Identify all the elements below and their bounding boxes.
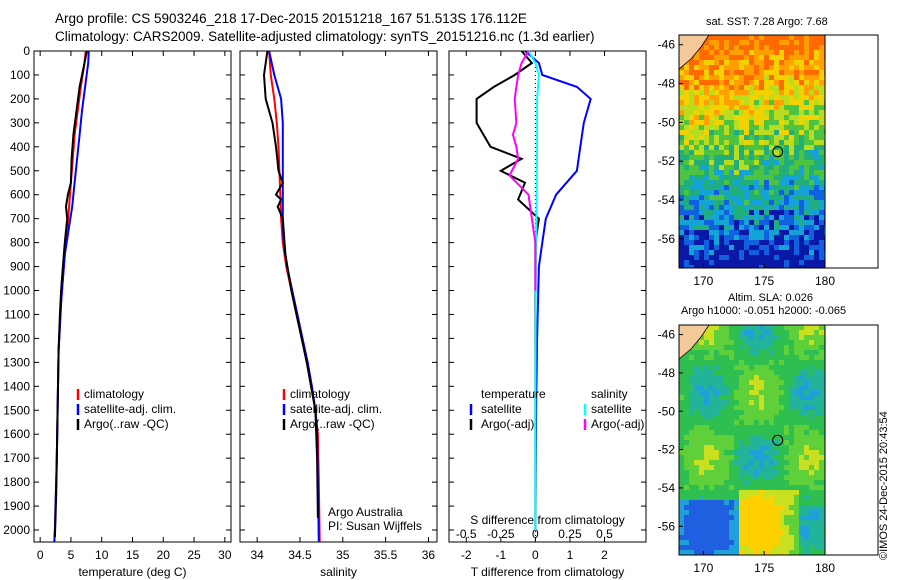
sla-lat-tick-label: -50 bbox=[658, 404, 676, 418]
diff-legend-label: Argo(-adj) bbox=[591, 417, 644, 431]
diff-legend-group-title: temperature bbox=[481, 387, 546, 401]
diff-xtick-label: 1 bbox=[567, 548, 574, 562]
temp-legend-label: satellite-adj. clim. bbox=[84, 402, 176, 416]
sal-xtick-label: 34.5 bbox=[288, 548, 312, 562]
diff-s-tick-label: -0.5 bbox=[456, 527, 477, 541]
sla-map-title: Altim. SLA: 0.026 bbox=[728, 292, 813, 304]
depth-tick-label: 1500 bbox=[3, 403, 30, 417]
sst-map-title: sat. SST: 7.28 Argo: 7.68 bbox=[706, 16, 828, 28]
diff-legend-group-title: salinity bbox=[591, 387, 628, 401]
temp-xtick-label: 30 bbox=[218, 548, 232, 562]
diff-s-tick-label: 0 bbox=[532, 527, 539, 541]
sla-map-frame bbox=[678, 324, 879, 556]
sla-map-subtitle: Argo h1000: -0.051 h2000: -0.065 bbox=[681, 305, 847, 317]
sst-lon-tick-label: 180 bbox=[815, 274, 835, 288]
depth-tick-label: 600 bbox=[10, 188, 30, 202]
sst-lat-tick-label: -48 bbox=[658, 77, 676, 91]
sla-lat-tick-label: -54 bbox=[658, 481, 676, 495]
diff-legend-label: satellite bbox=[481, 402, 522, 416]
depth-tick-label: 0 bbox=[23, 44, 30, 58]
sla-lon-tick-label: 180 bbox=[815, 561, 835, 575]
diff-s-tick-label: 0.5 bbox=[596, 527, 613, 541]
diff-s-tick-label: 0.25 bbox=[558, 527, 582, 541]
temp-plot-frame bbox=[33, 50, 232, 543]
sla-lat-tick-label: -46 bbox=[658, 328, 676, 342]
diff-xtick-label: -2 bbox=[461, 548, 472, 562]
sal-plot-frame bbox=[239, 50, 438, 543]
plot-title-line2: Climatology: CARS2009. Satellite-adjuste… bbox=[55, 29, 595, 44]
sla-lon-tick-label: 170 bbox=[693, 561, 713, 575]
sal-xtick-label: 36 bbox=[422, 548, 436, 562]
depth-tick-label: 200 bbox=[10, 92, 30, 106]
sal-xlabel: salinity bbox=[320, 565, 357, 579]
sst-argo-position-marker bbox=[772, 146, 784, 158]
depth-tick-label: 1700 bbox=[3, 451, 30, 465]
sst-lat-tick-label: -54 bbox=[658, 193, 676, 207]
sla-argo-position-marker bbox=[772, 434, 784, 446]
sla-lat-tick-label: -56 bbox=[658, 519, 676, 533]
diff-xtick-label: 0 bbox=[532, 548, 539, 562]
depth-tick-label: 300 bbox=[10, 116, 30, 130]
temp-legend-label: climatology bbox=[84, 387, 144, 401]
plot-title-line1: Argo profile: CS 5903246_218 17-Dec-2015… bbox=[55, 11, 527, 26]
diff-series-3-line bbox=[508, 50, 537, 291]
sal-xtick-label: 35 bbox=[336, 548, 350, 562]
temp-xtick-label: 15 bbox=[126, 548, 140, 562]
diff-xlabel: T difference from climatology bbox=[471, 565, 625, 579]
depth-tick-label: 1200 bbox=[3, 331, 30, 345]
diff-xtick-label: -1 bbox=[496, 548, 507, 562]
depth-tick-label: 2000 bbox=[3, 523, 30, 537]
sst-lat-tick-label: -56 bbox=[658, 232, 676, 246]
sst-lon-tick-label: 175 bbox=[754, 274, 774, 288]
depth-tick-label: 400 bbox=[10, 140, 30, 154]
diff-legend-label: satellite bbox=[591, 402, 632, 416]
sal-xtick-label: 34 bbox=[250, 548, 264, 562]
depth-tick-label: 1400 bbox=[3, 379, 30, 393]
diff-series-0-line bbox=[524, 50, 592, 531]
sal-legend-label: Argo(..raw -QC) bbox=[290, 417, 375, 431]
temp-xtick-label: 5 bbox=[68, 548, 75, 562]
depth-tick-label: 1900 bbox=[3, 499, 30, 513]
sal-annotation: PI: Susan Wijffels bbox=[328, 519, 422, 533]
diff-s-axis-label: S difference from climatology bbox=[470, 513, 625, 527]
temp-legend-label: Argo(..raw -QC) bbox=[84, 417, 169, 431]
sla-lat-tick-label: -52 bbox=[658, 443, 676, 457]
depth-tick-label: 1600 bbox=[3, 427, 30, 441]
depth-tick-label: 1800 bbox=[3, 475, 30, 489]
sal-legend-label: climatology bbox=[290, 387, 350, 401]
sst-map-field bbox=[679, 35, 825, 268]
sst-lat-tick-label: -52 bbox=[658, 154, 676, 168]
diff-legend-label: Argo(-adj) bbox=[481, 417, 534, 431]
depth-tick-label: 800 bbox=[10, 236, 30, 250]
sal-xtick-label: 35.5 bbox=[374, 548, 398, 562]
sst-lat-tick-label: -46 bbox=[658, 38, 676, 52]
depth-tick-label: 1300 bbox=[3, 355, 30, 369]
sst-map-frame bbox=[678, 34, 879, 269]
sla-map-field bbox=[679, 325, 825, 555]
depth-tick-label: 100 bbox=[10, 68, 30, 82]
sal-series-2-line bbox=[262, 50, 319, 519]
temp-xtick-label: 20 bbox=[157, 548, 171, 562]
sal-legend-label: satellite-adj. clim. bbox=[290, 402, 382, 416]
depth-tick-label: 1000 bbox=[3, 284, 30, 298]
depth-tick-label: 500 bbox=[10, 164, 30, 178]
temp-xlabel: temperature (deg C) bbox=[78, 565, 186, 579]
temp-xtick-label: 25 bbox=[187, 548, 201, 562]
sal-annotation: Argo Australia bbox=[328, 505, 403, 519]
depth-tick-label: 700 bbox=[10, 212, 30, 226]
sst-lat-tick-label: -50 bbox=[658, 115, 676, 129]
sla-lat-tick-label: -48 bbox=[658, 366, 676, 380]
temp-xtick-label: 0 bbox=[37, 548, 44, 562]
temp-xtick-label: 10 bbox=[95, 548, 109, 562]
depth-tick-label: 1100 bbox=[4, 307, 30, 321]
depth-tick-label: 900 bbox=[10, 260, 30, 274]
sla-lon-tick-label: 175 bbox=[754, 561, 774, 575]
diff-s-tick-label: -0.25 bbox=[487, 527, 515, 541]
temp-series-2-line bbox=[53, 50, 88, 538]
sst-lon-tick-label: 170 bbox=[693, 274, 713, 288]
diff-xtick-label: 2 bbox=[601, 548, 608, 562]
